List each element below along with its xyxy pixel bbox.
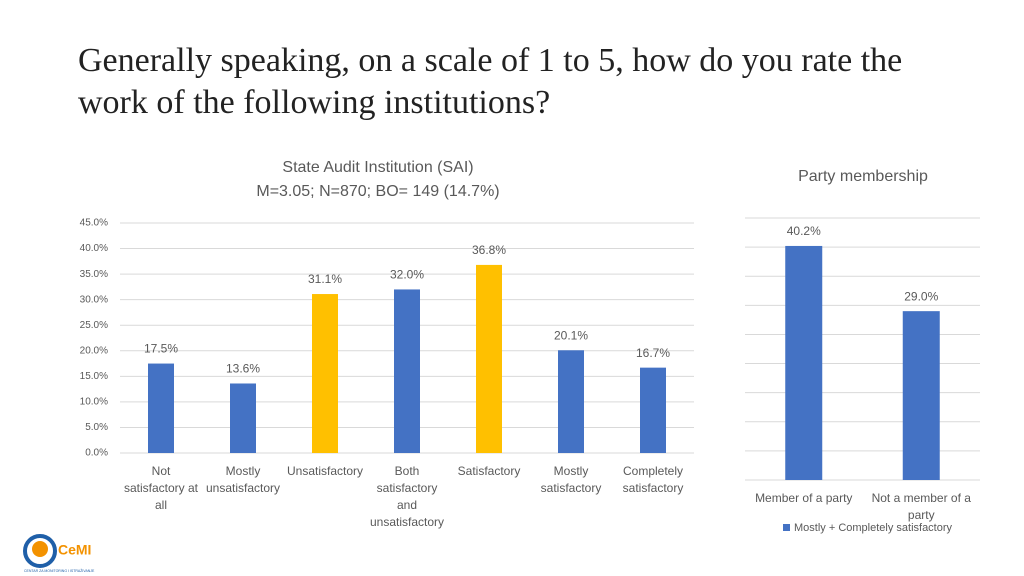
bar [312,294,338,453]
y-tick-label: 35.0% [80,269,108,280]
y-tick-label: 10.0% [80,397,108,408]
bar [558,350,584,453]
x-tick-label: Member of a party [755,491,853,505]
bar [148,363,174,453]
slide-title: Generally speaking, on a scale of 1 to 5… [78,42,903,121]
logo-mark [23,534,57,568]
y-tick-label: 5.0% [85,422,108,433]
y-tick-label: 0.0% [85,448,108,459]
y-tick-label: 45.0% [80,218,108,229]
bar [230,383,256,453]
value-label: 13.6% [226,362,260,376]
x-tick-label: Mostly unsatisfactory [205,464,281,495]
x-tick-label: Both satisfactory and unsatisfactory [369,464,445,529]
x-tick-label: Satisfactory [457,464,521,478]
chart-subtitle: M=3.05; N=870; BO= 149 (14.7%) [256,183,499,200]
value-label: 17.5% [144,342,178,356]
chart-title: Party membership [798,168,928,185]
y-tick-label: 15.0% [80,371,108,382]
value-label: 31.1% [308,272,342,286]
x-tick-label: Unsatisfactory [286,464,364,478]
bar [785,245,823,480]
x-tick-label: Not a member of a party [871,491,971,522]
value-label: 32.0% [390,268,424,282]
chart-title: State Audit Institution (SAI) [282,159,473,176]
logo-dot [32,541,48,557]
x-tick-label: Completely satisfactory [622,464,684,495]
bar [640,367,666,453]
bar [476,264,502,453]
logo-tagline: CENTAR ZA MONITORING I ISTRAŽIVANJE [24,568,95,573]
bar [394,289,420,453]
legend-label: Mostly + Completely satisfactory [794,522,953,534]
value-label: 40.2% [787,224,821,238]
y-tick-label: 20.0% [80,345,108,356]
bar [902,311,940,480]
y-tick-label: 25.0% [80,320,108,331]
value-label: 29.0% [904,289,938,303]
y-tick-label: 30.0% [80,294,108,305]
value-label: 16.7% [636,346,670,360]
x-tick-label: Mostly satisfactory [540,464,602,495]
y-tick-label: 40.0% [80,243,108,254]
value-label: 36.8% [472,243,506,257]
logo-text: CeMI [58,542,91,558]
logo-ring [23,534,57,568]
legend-swatch [783,524,790,531]
value-label: 20.1% [554,328,588,342]
x-tick-label: Not satisfactory at all [123,464,199,512]
